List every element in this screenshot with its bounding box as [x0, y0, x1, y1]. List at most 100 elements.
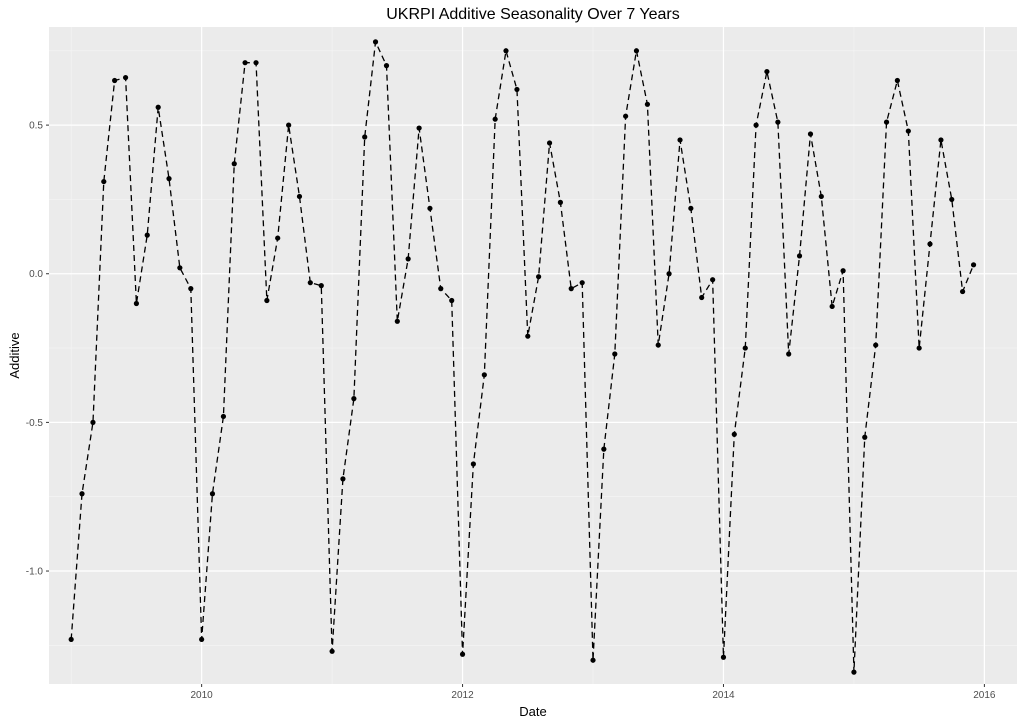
data-point [427, 205, 433, 211]
data-point [307, 280, 313, 286]
data-point [372, 39, 379, 45]
data-point [742, 345, 748, 351]
data-point [536, 274, 542, 280]
data-point [970, 262, 977, 268]
chart-title: UKRPI Additive Seasonality Over 7 Years [386, 6, 680, 23]
data-point [220, 413, 227, 420]
data-point [851, 669, 857, 675]
data-point [112, 77, 118, 84]
data-point [242, 60, 248, 66]
data-point [275, 235, 281, 241]
data-point [873, 342, 879, 348]
data-point [503, 48, 509, 54]
data-point [133, 300, 140, 307]
data-point [481, 372, 487, 378]
data-point [655, 342, 661, 348]
data-point [688, 205, 694, 211]
data-point [720, 654, 727, 660]
data-point [68, 636, 74, 643]
data-point [786, 351, 792, 357]
data-point [340, 476, 346, 482]
data-point [796, 253, 803, 259]
data-point [612, 351, 618, 357]
y-tick-label: 0.5 [29, 121, 43, 132]
data-point [894, 77, 900, 84]
data-point [286, 122, 292, 128]
x-tick-label: 2014 [712, 690, 735, 701]
data-point [557, 199, 563, 205]
data-point [351, 396, 357, 402]
data-point [927, 241, 933, 247]
data-point [177, 265, 183, 271]
data-point [710, 277, 716, 283]
data-point [775, 119, 781, 125]
series-line [70, 39, 975, 673]
data-point [938, 137, 944, 143]
data-point [296, 193, 303, 200]
data-point [449, 297, 455, 304]
data-point [209, 491, 216, 497]
x-tick-label: 2012 [451, 690, 474, 701]
data-point [514, 86, 520, 93]
data-point [829, 303, 835, 310]
data-point [949, 196, 955, 203]
data-point [644, 101, 651, 107]
y-tick-label: 0.0 [29, 269, 43, 280]
data-point [883, 119, 890, 125]
data-point [916, 345, 922, 351]
data-point [318, 283, 324, 289]
data-point [677, 137, 683, 143]
data-point [253, 60, 259, 66]
data-point [416, 125, 422, 131]
data-point [122, 74, 129, 81]
data-point [394, 318, 400, 324]
data-point [329, 648, 335, 654]
data-point [101, 178, 107, 185]
data-point [383, 63, 390, 69]
x-axis-ticks: 2010 2012 2014 2016 [191, 684, 996, 701]
y-tick-label: -1.0 [26, 567, 44, 578]
data-point [492, 116, 498, 122]
data-point [731, 431, 737, 437]
data-point [633, 48, 640, 54]
data-point [818, 193, 824, 200]
x-axis-title: Date [519, 704, 546, 719]
data-point [753, 122, 759, 128]
data-point [590, 657, 596, 663]
data-point [807, 131, 814, 137]
data-point [264, 297, 270, 304]
data-point [405, 256, 411, 262]
data-point [188, 286, 194, 292]
data-point [546, 140, 553, 146]
data-point [79, 491, 85, 497]
data-point [699, 294, 705, 301]
data-point [764, 68, 770, 75]
y-tick-label: -0.5 [26, 418, 44, 429]
x-tick-label: 2016 [973, 690, 996, 701]
data-point [862, 434, 868, 440]
data-point [362, 134, 368, 140]
data-point [905, 128, 911, 134]
plot-panel [49, 27, 1017, 684]
data-point [231, 161, 237, 167]
data-point [840, 268, 846, 274]
data-point [666, 271, 672, 277]
y-axis-ticks: -1.0 -0.5 0.0 0.5 [26, 121, 49, 578]
data-points [68, 39, 977, 675]
data-point [144, 232, 150, 238]
data-point [959, 288, 966, 295]
data-point [438, 286, 444, 292]
minor-gridlines [49, 27, 1017, 684]
data-point [470, 461, 476, 467]
y-axis-title: Additive [7, 332, 22, 378]
data-point [199, 636, 205, 643]
data-point [155, 104, 161, 110]
x-tick-label: 2010 [191, 690, 214, 701]
data-point [579, 280, 585, 286]
data-point [459, 651, 466, 657]
data-point [90, 419, 96, 425]
data-point [166, 176, 172, 182]
data-point [525, 333, 531, 339]
